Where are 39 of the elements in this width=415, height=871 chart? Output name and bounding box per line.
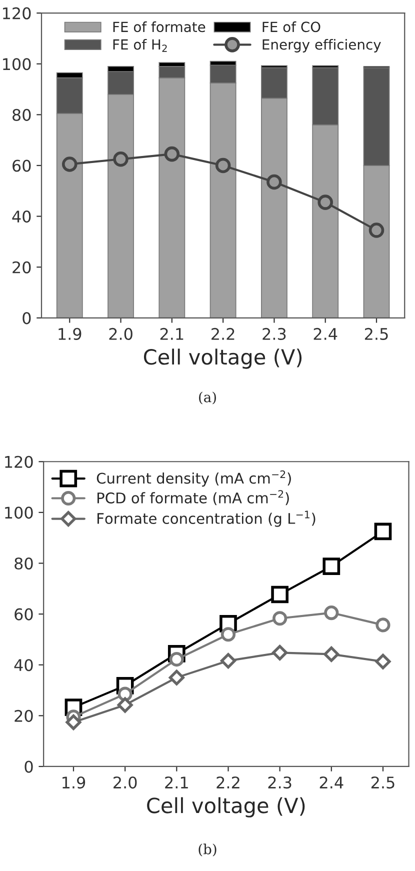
y-tick-label: 120 bbox=[5, 456, 33, 468]
y-tick-label: 0 bbox=[24, 760, 33, 773]
y-tick-label: 0 bbox=[22, 312, 31, 324]
x-tick-label: 2.1 bbox=[165, 776, 188, 788]
y-tick-label: 100 bbox=[3, 58, 31, 70]
legend-label: FE of formate bbox=[113, 21, 206, 32]
x-tick-label: 2.5 bbox=[371, 776, 394, 789]
legend-label: Current density (mA cm$^{−2}$) bbox=[96, 470, 291, 487]
legend-label: FE of H$_{2}$ bbox=[113, 39, 167, 52]
y-tick-label: 120 bbox=[3, 7, 31, 20]
y-tick-label: 20 bbox=[14, 710, 33, 722]
x-tick-label: 2.0 bbox=[114, 776, 137, 789]
y-tick-label: 100 bbox=[5, 506, 33, 519]
x-tick-label: 2.3 bbox=[262, 328, 286, 340]
text: (b) bbox=[198, 844, 216, 856]
y-tick-label: 20 bbox=[12, 261, 31, 274]
y-tick-label: 60 bbox=[14, 608, 33, 620]
x-tick-label: 2.2 bbox=[212, 328, 234, 340]
text: (a) bbox=[199, 392, 216, 404]
y-tick-label: 40 bbox=[12, 210, 31, 223]
x-tick-label: 2.2 bbox=[216, 776, 240, 788]
x-tick-label: 2.1 bbox=[160, 328, 184, 340]
y-tick-label: 60 bbox=[12, 160, 31, 172]
legend-label: Energy efficiency bbox=[262, 39, 381, 52]
y-tick-label: 80 bbox=[12, 108, 31, 121]
y-tick-label: 80 bbox=[14, 557, 33, 570]
x-tick-label: 1.9 bbox=[58, 328, 82, 340]
y-tick-label: 40 bbox=[14, 659, 33, 672]
x-tick-label: 2.3 bbox=[268, 776, 292, 789]
legend-label: PCD of formate (mA cm$^{−2}$) bbox=[98, 490, 289, 506]
x-tick-label: 2.0 bbox=[109, 328, 132, 340]
x-axis-title: Cell voltage (V) bbox=[147, 797, 305, 818]
x-tick-label: 2.4 bbox=[314, 328, 338, 340]
legend-label: FE of CO bbox=[262, 21, 320, 32]
x-axis-title: Cell voltage (V) bbox=[144, 348, 302, 369]
x-tick-label: 2.4 bbox=[320, 776, 344, 788]
x-tick-label: 2.5 bbox=[364, 328, 388, 340]
legend-label: Formate concentration (g L$^{−1}$) bbox=[98, 510, 316, 527]
x-tick-label: 1.9 bbox=[62, 776, 86, 789]
